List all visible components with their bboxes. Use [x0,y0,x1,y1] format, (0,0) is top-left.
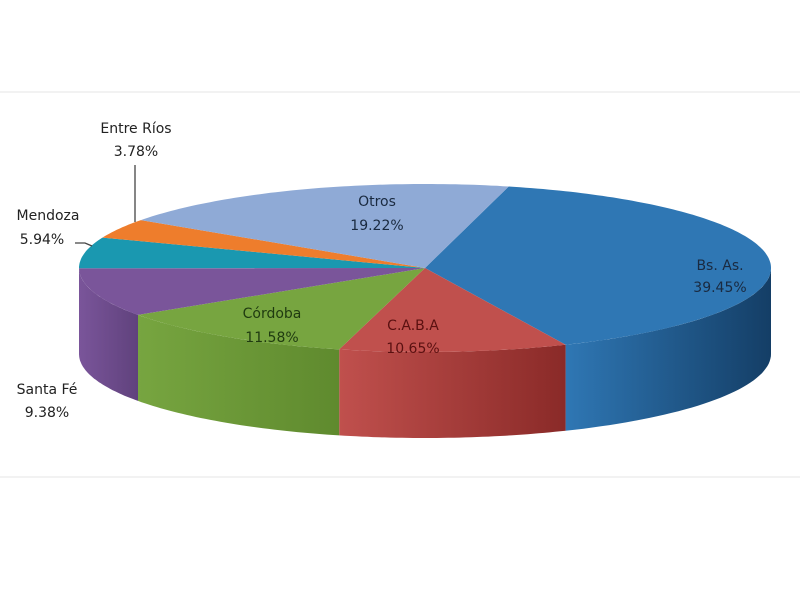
slice-label: Entre Ríos [100,121,171,137]
data-label-cordoba: Córdoba 11.58% [243,306,302,346]
slice-otros[interactable] [140,184,509,268]
slice-label: Córdoba [243,306,302,322]
slice-side-cordoba [138,314,340,436]
slice-value: 19.22% [350,218,403,234]
slice-santa-fe[interactable] [79,268,425,315]
slice-c-a-b-a[interactable] [339,268,566,352]
slice-bs-as[interactable] [425,186,771,345]
data-label-mendoza: Mendoza 5.94% [17,208,80,248]
slice-label: Otros [358,194,396,210]
slice-side-c-a-b-a [339,344,566,438]
slice-label: C.A.B.A [387,318,439,334]
leader-line-mendoza [75,242,93,247]
data-label-otros: Otros 19.22% [350,194,403,234]
data-label-bs-as: Bs. As. 39.45% [693,258,746,296]
slice-label: Santa Fé [17,382,78,398]
slice-side-santa-fe [79,268,138,401]
slice-value: 9.38% [25,405,69,421]
slice-value: 10.65% [386,341,439,357]
slice-entre-rios[interactable] [102,220,426,268]
slice-value: 39.45% [693,280,746,296]
slice-value: 11.58% [245,330,298,346]
data-label-santa-fe: Santa Fé 9.38% [17,382,78,421]
slice-cordoba[interactable] [138,268,425,350]
slice-value: 3.78% [114,144,158,160]
slice-side-bs-as [565,268,771,431]
slice-label: Bs. As. [696,258,743,274]
data-label-caba: C.A.B.A 10.65% [386,318,439,357]
data-label-entre-rios: Entre Ríos 3.78% [100,121,171,160]
slice-mendoza[interactable] [79,237,425,269]
slice-label: Mendoza [17,208,80,224]
slice-value: 5.94% [20,232,64,248]
